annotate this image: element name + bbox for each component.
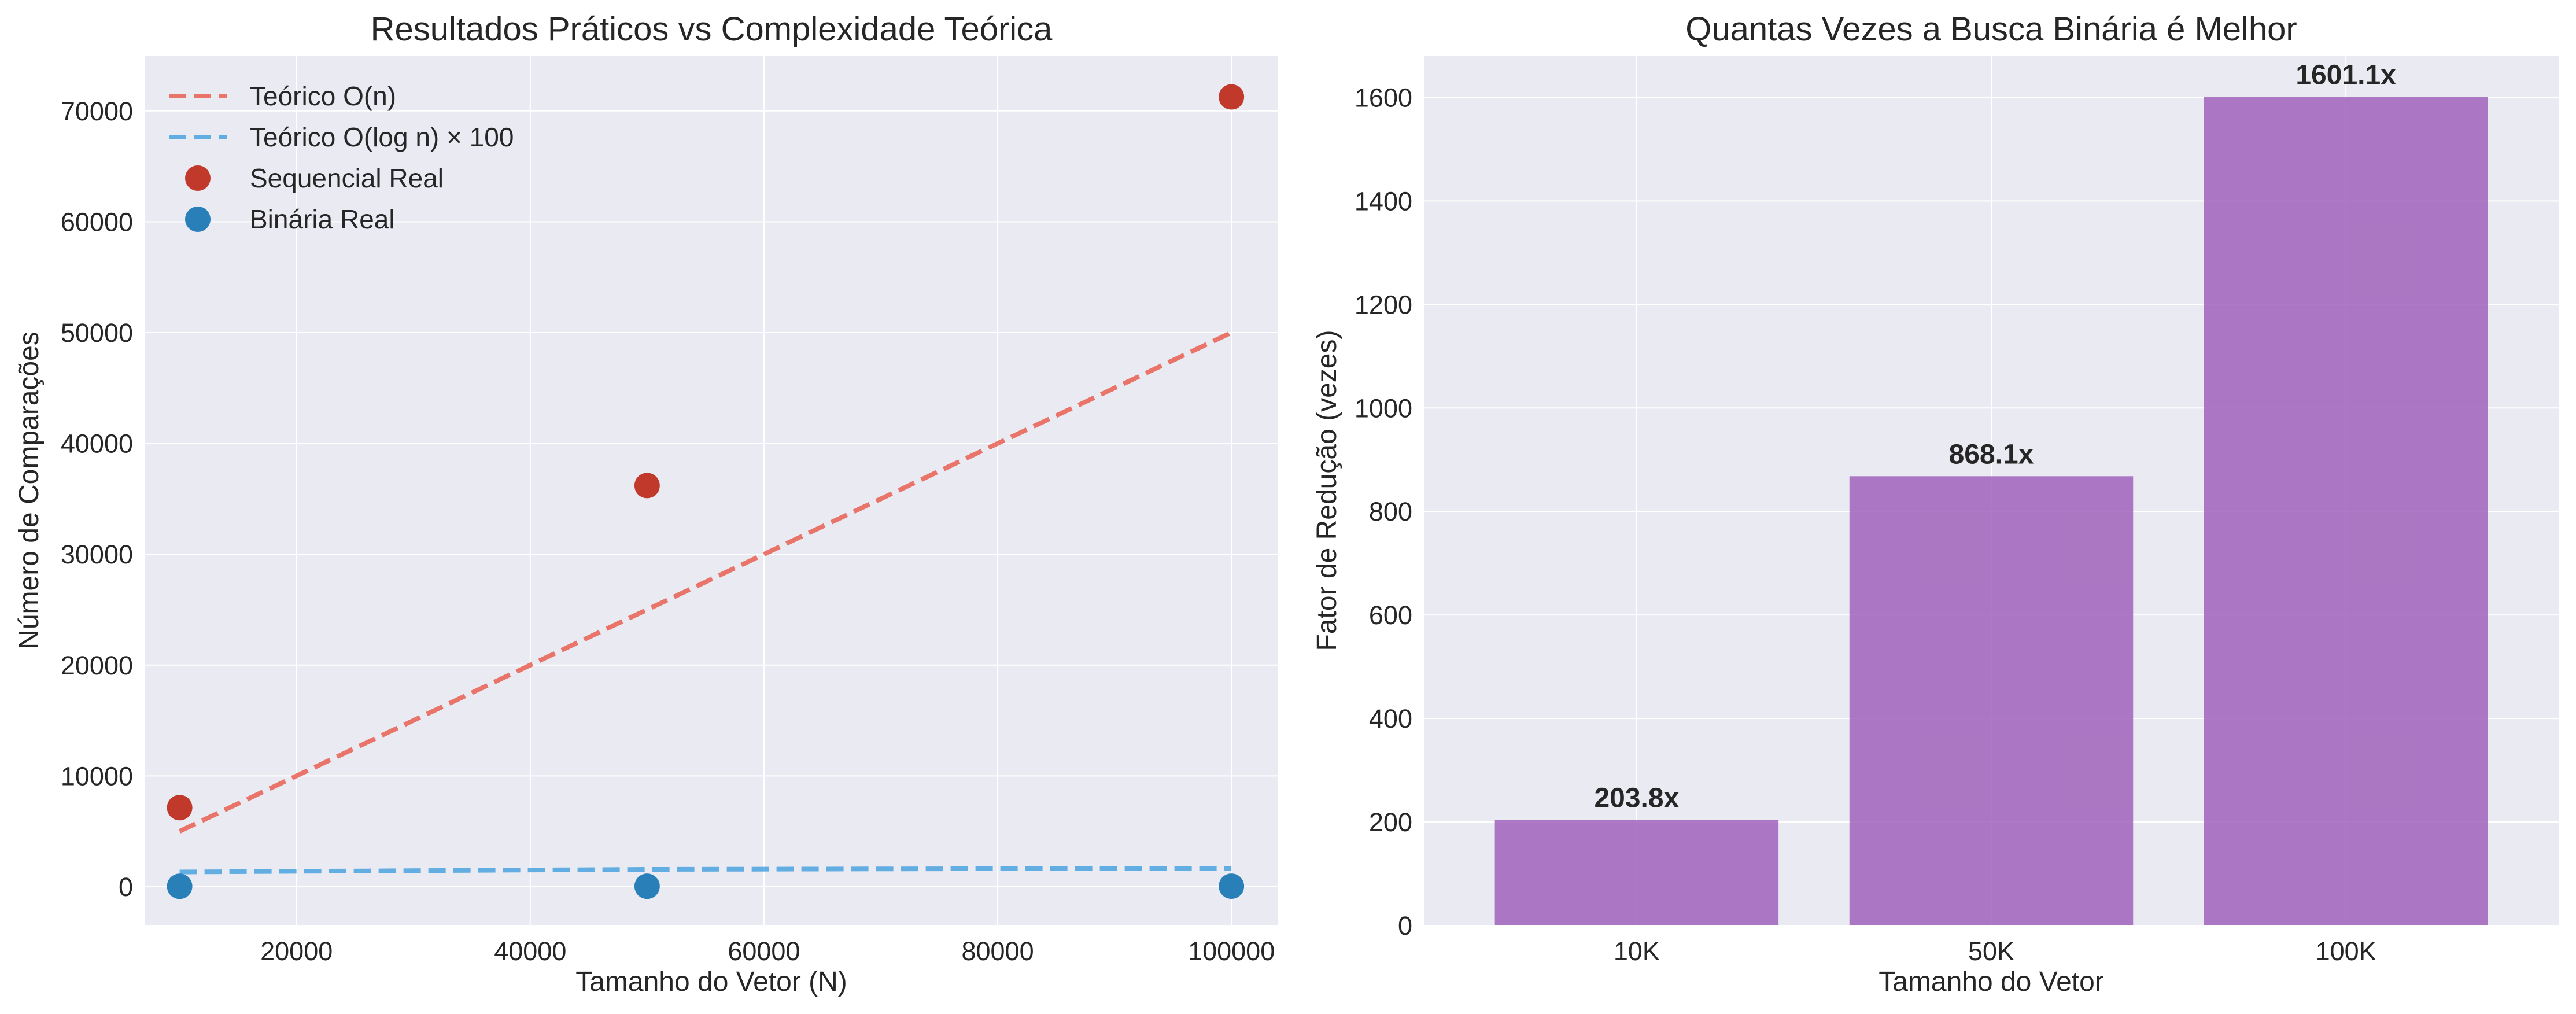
- left-chart-marks: [167, 84, 1245, 899]
- right-x-axis-label: Tamanho do Vetor: [1879, 967, 2104, 997]
- legend-marker-swatch: [185, 165, 211, 191]
- right-y-axis-label: Fator de Redução (vezes): [1312, 330, 1342, 651]
- left-tick-labels: 20000 40000 60000 80000 100000 0 10000 20000 300…: [61, 97, 1275, 966]
- right-chart-marks: 203.8x 868.1x 1601.1x: [1494, 60, 2488, 926]
- y-tick-label: 30000: [61, 540, 133, 569]
- y-tick-label: 200: [1369, 807, 1412, 837]
- y-tick-label: 70000: [61, 97, 133, 126]
- y-tick-label: 400: [1369, 704, 1412, 733]
- data-point: [634, 873, 660, 899]
- y-tick-label: 0: [1398, 911, 1412, 941]
- y-tick-label: 50000: [61, 318, 133, 348]
- bar: [2204, 97, 2488, 926]
- left-chart-title: Resultados Práticos vs Complexidade Teór…: [371, 10, 1053, 48]
- legend-label: Teórico O(log n) × 100: [250, 122, 514, 152]
- y-tick-label: 0: [119, 872, 133, 902]
- data-point: [167, 873, 193, 899]
- right-chart-title: Quantas Vezes a Busca Binária é Melhor: [1685, 10, 2297, 48]
- data-point: [634, 473, 660, 499]
- left-y-axis-label: Número de Comparações: [14, 331, 45, 650]
- y-tick-label: 1600: [1355, 83, 1412, 112]
- data-point: [167, 795, 193, 821]
- y-tick-label: 10000: [61, 761, 133, 791]
- legend-label: Teórico O(n): [250, 81, 396, 111]
- x-tick-label: 80000: [961, 936, 1034, 966]
- y-tick-label: 600: [1369, 600, 1412, 630]
- x-tick-label: 20000: [260, 936, 333, 966]
- left-plot-background: [145, 56, 1278, 925]
- y-tick-label: 1000: [1355, 393, 1412, 423]
- bar: [1494, 820, 1779, 925]
- right-chart: 203.8x 868.1x 1601.1x 0 200 400 600 800 1000 120…: [1312, 10, 2559, 997]
- x-tick-label: 40000: [494, 936, 566, 966]
- bar-value-label: 1601.1x: [2295, 60, 2396, 90]
- bar-value-label: 203.8x: [1594, 783, 1679, 814]
- y-tick-label: 1400: [1355, 186, 1412, 216]
- bar: [1849, 476, 2134, 925]
- bar-value-label: 868.1x: [1949, 439, 2034, 470]
- right-tick-labels: 0 200 400 600 800 1000 1200 1400 1600 10K 50K 100K: [1355, 83, 2376, 966]
- legend: Teórico O(n) Teórico O(log n) × 100 Sequen…: [169, 81, 514, 234]
- legend-marker-swatch: [185, 207, 211, 232]
- data-point: [1219, 873, 1245, 899]
- series-line-0: [178, 330, 1232, 834]
- data-point: [1219, 84, 1245, 110]
- series-line-1: [179, 866, 1232, 875]
- x-tick-label: 100000: [1188, 936, 1275, 966]
- y-tick-label: 60000: [61, 207, 133, 237]
- x-tick-label: 10K: [1614, 936, 1660, 966]
- y-tick-label: 1200: [1355, 290, 1412, 319]
- left-gridlines: [145, 56, 1278, 925]
- y-tick-label: 40000: [61, 429, 133, 459]
- x-tick-label: 50K: [1968, 936, 2014, 966]
- x-tick-label: 100K: [2316, 936, 2376, 966]
- x-tick-label: 60000: [728, 936, 800, 966]
- left-chart: 20000 40000 60000 80000 100000 0 10000 20000 300…: [14, 10, 1278, 997]
- y-tick-label: 20000: [61, 651, 133, 680]
- left-x-axis-label: Tamanho do Vetor (N): [575, 967, 847, 997]
- y-tick-label: 800: [1369, 497, 1412, 526]
- legend-label: Binária Real: [250, 204, 395, 234]
- legend-label: Sequencial Real: [250, 163, 444, 193]
